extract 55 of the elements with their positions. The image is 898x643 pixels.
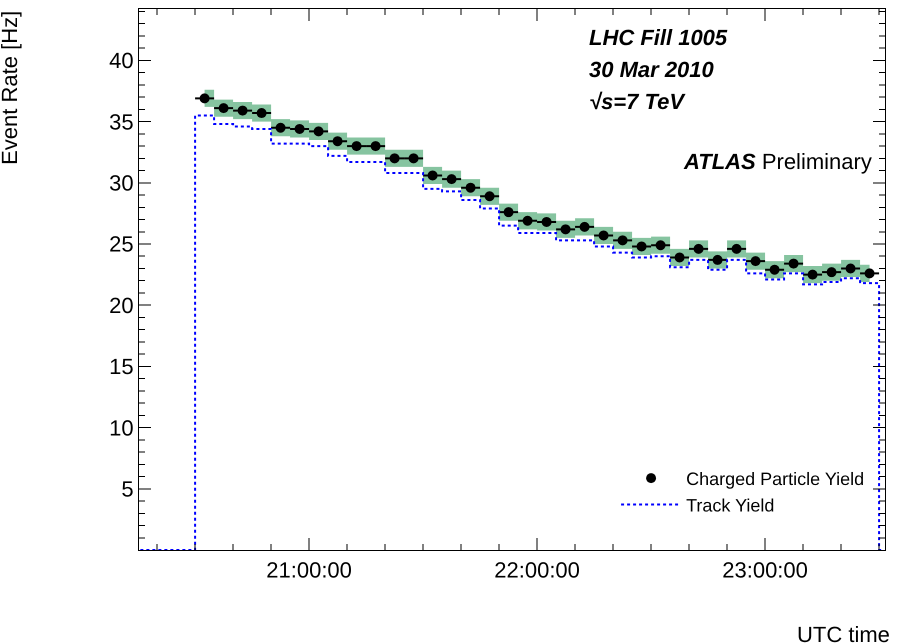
point bbox=[580, 222, 590, 232]
point bbox=[846, 263, 856, 274]
annotation: √s=7 TeV bbox=[589, 89, 686, 114]
y-tick-label: 20 bbox=[109, 292, 134, 318]
point bbox=[238, 106, 248, 116]
point bbox=[750, 256, 761, 266]
point bbox=[542, 216, 552, 227]
x-tick-label: 21:00:00 bbox=[266, 557, 352, 582]
point bbox=[352, 141, 362, 152]
annotation: 30 Mar 2010 bbox=[589, 57, 715, 82]
point bbox=[314, 126, 324, 136]
point bbox=[864, 268, 875, 278]
point bbox=[560, 224, 571, 234]
point bbox=[712, 254, 723, 265]
point bbox=[808, 270, 818, 280]
point bbox=[788, 258, 799, 269]
legend-label: Charged Particle Yield bbox=[686, 469, 864, 490]
x-tick-label: 22:00:00 bbox=[494, 557, 580, 582]
point bbox=[466, 182, 476, 193]
point bbox=[656, 240, 666, 250]
y-tick-label: 15 bbox=[109, 354, 134, 380]
point bbox=[276, 122, 286, 133]
y-tick-label: 40 bbox=[109, 48, 134, 74]
point bbox=[200, 93, 210, 104]
point bbox=[390, 153, 400, 164]
point bbox=[218, 103, 229, 114]
y-tick-label: 5 bbox=[121, 476, 134, 502]
point bbox=[826, 267, 837, 278]
point bbox=[408, 153, 419, 164]
legend-label: Track Yield bbox=[686, 496, 774, 516]
point bbox=[618, 235, 628, 246]
annotation: ATLAS Preliminary bbox=[683, 149, 872, 174]
point bbox=[770, 264, 780, 275]
point bbox=[370, 141, 381, 152]
point bbox=[294, 124, 305, 134]
point bbox=[522, 216, 533, 226]
point bbox=[484, 191, 495, 202]
point bbox=[256, 108, 267, 118]
point bbox=[504, 207, 514, 218]
point bbox=[428, 170, 438, 180]
point bbox=[694, 244, 704, 254]
point bbox=[598, 230, 609, 240]
y-axis-title: Event Rate [Hz] bbox=[0, 10, 22, 165]
y-tick-label: 30 bbox=[109, 170, 134, 196]
x-tick-label: 23:00:00 bbox=[722, 557, 808, 582]
point bbox=[446, 174, 457, 184]
y-tick-label: 25 bbox=[109, 232, 134, 257]
point bbox=[732, 244, 742, 254]
point bbox=[674, 252, 685, 262]
point bbox=[332, 136, 343, 146]
y-tick-label: 10 bbox=[109, 415, 134, 440]
x-axis-title: UTC time bbox=[797, 622, 890, 643]
point bbox=[636, 241, 647, 252]
annotation: LHC Fill 1005 bbox=[589, 25, 728, 50]
y-tick-label: 35 bbox=[109, 109, 134, 134]
